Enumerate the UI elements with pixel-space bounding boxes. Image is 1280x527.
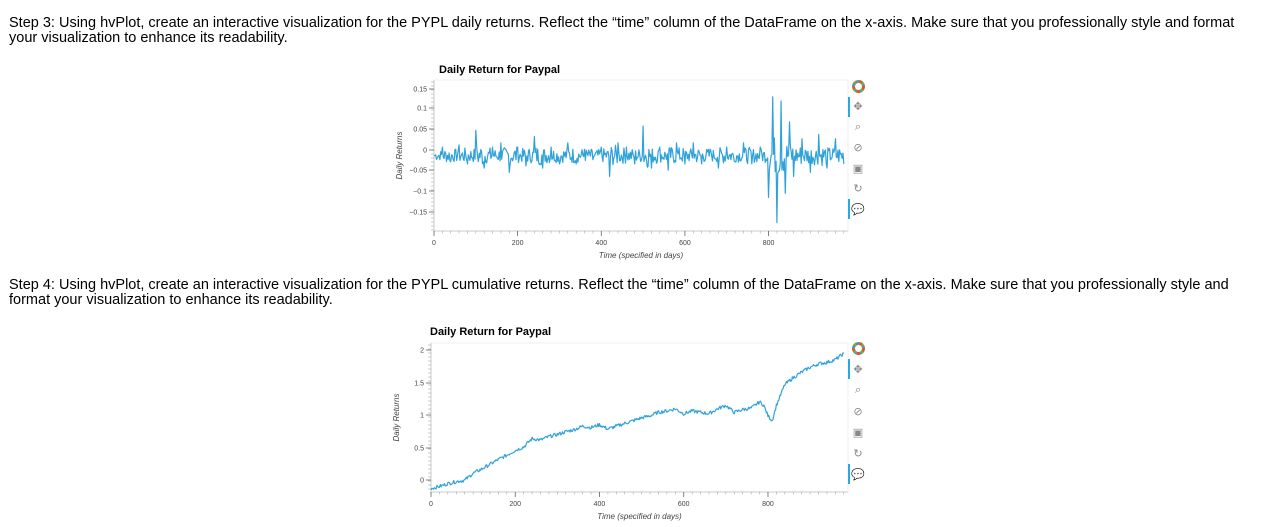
- save-icon[interactable]: ▣: [852, 161, 864, 175]
- y-tick-label: −0.15: [409, 210, 427, 217]
- y-tick-label: 2: [420, 348, 424, 355]
- x-axis-label: Time (specified in days): [599, 251, 684, 260]
- chart-2: Daily Return for Paypal 2 1.5 1 0.5 0 0 200 400 6…: [392, 326, 849, 521]
- x-tick-label: 600: [678, 501, 690, 508]
- series-line: [433, 96, 845, 224]
- pan-active-indicator: [848, 96, 850, 117]
- chart-title: Daily Return for Paypal: [430, 326, 551, 338]
- pan-icon[interactable]: ✥: [853, 362, 863, 376]
- series-line: [430, 352, 845, 491]
- y-tick-label: 0.15: [413, 87, 427, 94]
- y-tick-label: 0: [423, 148, 427, 155]
- chart-1: Daily Return for Paypal 0.15 0.1 0.05 0 −0.05…: [395, 64, 849, 260]
- y-tick-label: 1.5: [414, 381, 424, 388]
- y-tick-label: 0.05: [413, 127, 427, 134]
- x-tick-label: 600: [679, 240, 691, 247]
- x-tick-label: 400: [594, 501, 606, 508]
- step4-instruction: Step 4: Using hvPlot, create an interact…: [9, 277, 1229, 308]
- hover-active-indicator: [848, 199, 850, 219]
- pan-active-indicator: [848, 359, 850, 379]
- pan-icon[interactable]: ✥: [853, 100, 863, 113]
- y-tick-label: −0.05: [409, 168, 427, 175]
- reset-icon[interactable]: ↻: [853, 446, 863, 460]
- plot-frame: [430, 342, 849, 493]
- bokeh-logo-icon[interactable]: [850, 78, 866, 94]
- hover-active-indicator: [848, 464, 850, 484]
- y-tick-label: 0: [420, 478, 424, 485]
- y-tick-label: 0.1: [417, 106, 427, 113]
- x-tick-label: 400: [595, 240, 607, 247]
- save-icon[interactable]: ▣: [852, 425, 864, 439]
- x-axis-label: Time (specified in days): [597, 512, 682, 521]
- y-tick-label: 1: [420, 413, 424, 420]
- x-tick-label: 200: [509, 501, 521, 508]
- x-tick-label: 0: [429, 501, 433, 508]
- x-tick-label: 800: [763, 240, 775, 247]
- chart-title: Daily Return for Paypal: [439, 64, 560, 76]
- hover-icon[interactable]: 💬: [851, 202, 865, 216]
- bokeh-logo-icon[interactable]: [850, 340, 866, 356]
- x-tick-label: 200: [512, 240, 524, 247]
- wheel-zoom-icon[interactable]: ⊘: [853, 404, 863, 418]
- step3-instruction: Step 3: Using hvPlot, create an interact…: [9, 15, 1235, 46]
- x-tick-label: 0: [432, 240, 436, 247]
- wheel-zoom-icon[interactable]: ⊘: [853, 141, 863, 154]
- y-tick-label: 0.5: [414, 446, 424, 453]
- y-axis-label: Daily Returns: [395, 131, 404, 179]
- box-zoom-icon[interactable]: ⌕: [854, 383, 862, 396]
- x-tick-label: 800: [762, 501, 774, 508]
- box-zoom-icon[interactable]: ⌕: [854, 120, 862, 133]
- hover-icon[interactable]: 💬: [851, 467, 865, 481]
- y-axis-label: Daily Returns: [392, 393, 401, 441]
- y-tick-label: −0.1: [413, 189, 427, 196]
- reset-icon[interactable]: ↻: [853, 182, 863, 195]
